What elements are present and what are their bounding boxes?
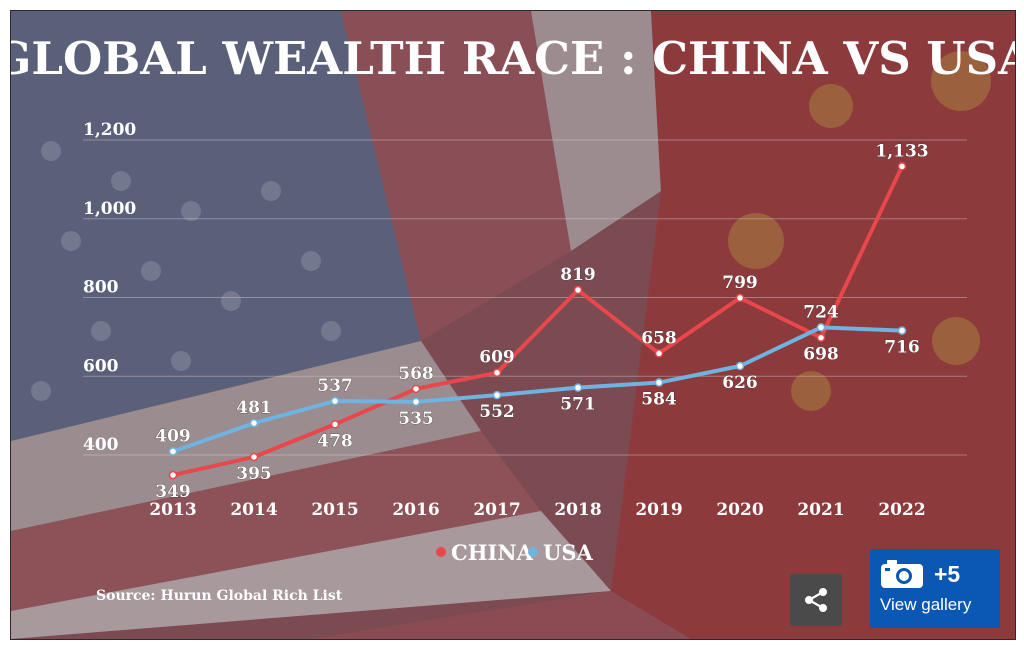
data-point-china	[897, 162, 907, 171]
y-tick-label: 1,200	[83, 120, 136, 140]
data-point-china	[816, 333, 826, 342]
chart-series-points	[168, 162, 907, 480]
data-label-china: 478	[317, 431, 353, 451]
data-label-china: 609	[479, 348, 515, 368]
data-point-china	[735, 293, 745, 303]
data-point-usa	[330, 396, 340, 406]
data-point-usa	[249, 418, 259, 428]
data-label-usa: 724	[803, 302, 839, 322]
data-label-china: 819	[560, 265, 596, 285]
data-label-usa: 552	[479, 402, 515, 422]
data-point-usa	[492, 390, 502, 400]
chart-source: Source: Hurun Global Rich List	[96, 588, 343, 604]
legend-marker-china	[436, 547, 446, 557]
data-point-usa	[168, 447, 178, 456]
y-tick-label: 400	[83, 435, 119, 455]
data-label-china: 658	[641, 328, 677, 348]
line-chart: GLOBAL WEALTH RACE : CHINA VS USA 400 600…	[11, 32, 1015, 604]
data-point-china	[168, 470, 178, 480]
data-label-usa: 409	[155, 426, 191, 446]
y-axis-ticks: 400 600 800 1,000 1,200	[83, 120, 136, 455]
legend-label-usa: USA	[543, 540, 593, 565]
data-label-usa: 584	[641, 390, 677, 410]
legend-label-china: CHINA	[451, 540, 534, 565]
y-tick-label: 600	[83, 356, 119, 376]
chart-title: GLOBAL WEALTH RACE : CHINA VS USA	[11, 32, 1015, 85]
data-label-china: 1,133	[875, 141, 928, 161]
series-line-usa	[172, 325, 903, 454]
x-tick-label: 2017	[473, 500, 520, 520]
legend-marker-usa	[528, 547, 538, 557]
chart-image-frame: GLOBAL WEALTH RACE : CHINA VS USA 400 600…	[10, 10, 1016, 640]
share-icon	[805, 588, 827, 612]
chart-legend: CHINA USA	[436, 540, 593, 565]
data-label-usa: 571	[560, 395, 596, 415]
y-tick-label: 800	[83, 278, 119, 298]
data-point-usa	[411, 397, 421, 407]
data-label-china: 349	[155, 482, 191, 502]
gallery-label: View gallery	[880, 595, 972, 614]
chart-series-lines	[172, 165, 904, 478]
camera-icon	[881, 560, 923, 588]
y-tick-label: 1,000	[83, 199, 136, 219]
data-point-china	[249, 452, 259, 462]
data-label-usa: 535	[398, 409, 434, 429]
view-gallery-button[interactable]: +5 View gallery	[870, 549, 1000, 628]
data-point-usa	[573, 383, 583, 392]
data-label-usa: 481	[236, 398, 272, 418]
data-point-china	[573, 285, 583, 295]
x-tick-label: 2015	[311, 500, 358, 520]
chart-gridlines	[83, 139, 967, 456]
data-label-usa: 626	[722, 373, 758, 393]
data-label-china: 698	[803, 345, 839, 365]
data-label-china: 799	[722, 273, 758, 293]
data-point-usa	[654, 378, 664, 387]
x-tick-label: 2016	[392, 500, 439, 520]
chart-data-labels: 349 395 478 568 609 819 658 799 698 1,133 409 481 53…	[155, 141, 929, 502]
data-point-usa	[816, 323, 826, 332]
data-label-usa: 537	[317, 376, 353, 396]
share-button[interactable]	[790, 574, 842, 626]
flag-background	[11, 11, 1015, 639]
data-point-china	[654, 349, 664, 358]
data-label-usa: 716	[884, 338, 920, 358]
data-point-china	[411, 384, 421, 394]
gallery-count: +5	[934, 560, 961, 587]
x-tick-label: 2022	[878, 500, 925, 520]
x-tick-label: 2019	[635, 500, 682, 520]
data-label-china: 395	[236, 464, 272, 484]
data-label-china: 568	[398, 364, 434, 384]
x-tick-label: 2014	[230, 500, 277, 520]
x-tick-label: 2021	[797, 500, 844, 520]
series-line-china	[172, 165, 904, 478]
data-point-usa	[735, 361, 745, 371]
data-point-usa	[897, 326, 907, 335]
x-tick-label: 2020	[716, 500, 763, 520]
data-point-china	[330, 420, 340, 429]
x-tick-label: 2018	[554, 500, 601, 520]
data-point-china	[492, 368, 502, 377]
x-axis-ticks: 2013 2014 2015 2016 2017 2018 2019 2020 2021 2022	[149, 500, 925, 520]
x-tick-label: 2013	[149, 500, 196, 520]
